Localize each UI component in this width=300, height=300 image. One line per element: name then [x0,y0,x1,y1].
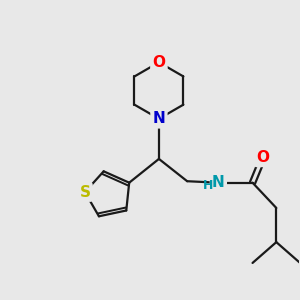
Text: H: H [203,178,213,192]
Text: N: N [212,175,225,190]
Text: S: S [80,184,91,200]
Text: N: N [152,111,165,126]
Text: O: O [256,150,269,165]
Text: O: O [152,55,165,70]
